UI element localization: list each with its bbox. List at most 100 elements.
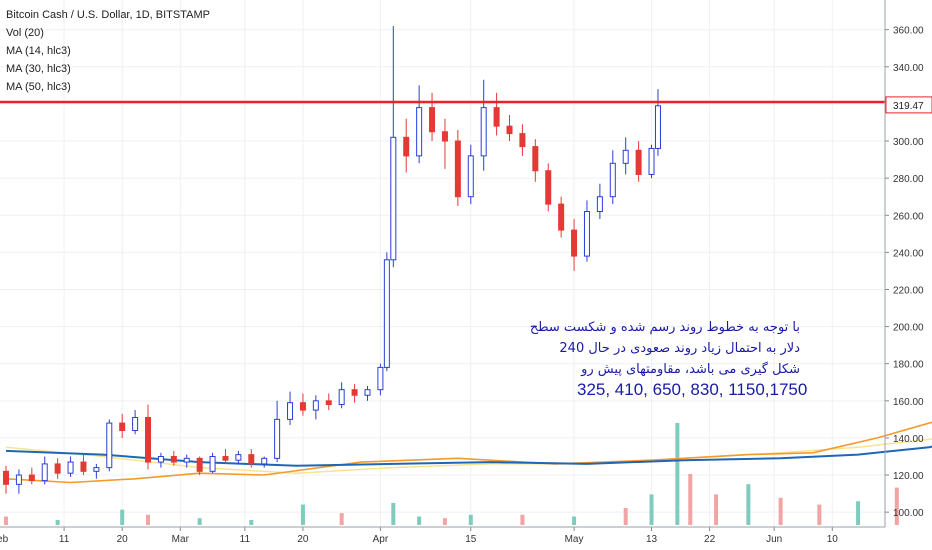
annotation-line-1: با توجه به خطوط روند رسم شده و شکست سطح xyxy=(529,320,800,335)
x-tick-label: 13 xyxy=(646,534,658,545)
candle-body xyxy=(429,107,436,133)
candle-body xyxy=(3,470,9,485)
candle-body xyxy=(467,155,474,198)
legend: Bitcoin Cash / U.S. Dollar, 1D, BITSTAMP… xyxy=(6,6,210,96)
volume-bar xyxy=(856,501,861,525)
y-tick-label: 180.00 xyxy=(893,360,924,371)
candle-body xyxy=(132,417,139,432)
candle-body xyxy=(416,107,423,157)
volume-bar xyxy=(391,502,396,525)
candle-body xyxy=(41,463,48,482)
candle-body xyxy=(532,146,539,172)
legend-vol: Vol (20) xyxy=(6,27,44,39)
candle-body xyxy=(145,417,152,463)
y-tick-label: 220.00 xyxy=(893,285,924,296)
x-tick-label: 20 xyxy=(117,534,129,545)
candle-body xyxy=(635,149,642,175)
volume-bar xyxy=(520,514,525,525)
x-tick-label: 11 xyxy=(240,534,251,545)
candle-body xyxy=(54,463,61,474)
volume-bar xyxy=(442,518,447,525)
candle-body xyxy=(235,454,242,461)
drawings xyxy=(0,100,885,104)
y-tick-label: 360.00 xyxy=(893,26,924,37)
candle-body xyxy=(364,389,371,396)
candle-body xyxy=(493,107,500,127)
x-tick-label: May xyxy=(565,534,584,545)
x-tick-label: Jun xyxy=(766,534,782,545)
volume-bar xyxy=(4,516,8,525)
candle-body xyxy=(441,131,448,142)
y-tick-label: 200.00 xyxy=(893,323,924,334)
candle-body xyxy=(248,454,255,465)
ma50-line xyxy=(5,445,932,467)
x-tick-label: 10 xyxy=(827,534,839,545)
x-tick-label: 15 xyxy=(465,534,477,545)
volume-bar xyxy=(55,519,60,525)
volume-bar xyxy=(249,519,254,525)
x-tick-label: 20 xyxy=(297,534,309,545)
chart-title: Bitcoin Cash / U.S. Dollar, 1D, BITSTAMP xyxy=(6,9,210,21)
candle-body xyxy=(390,136,397,261)
candle-body xyxy=(170,455,177,463)
y-tick-label: 280.00 xyxy=(893,174,924,185)
candle-body xyxy=(596,196,603,213)
volume-bar xyxy=(688,474,693,525)
volume-bar xyxy=(339,513,344,525)
volume-bar xyxy=(778,497,783,525)
candle-body xyxy=(15,474,22,485)
candle-body xyxy=(93,467,100,472)
candle-body xyxy=(28,474,35,482)
candle-body xyxy=(80,461,87,472)
x-tick-label: Feb xyxy=(0,534,9,545)
volume-bar xyxy=(746,484,751,525)
candle-body xyxy=(454,140,461,198)
y-tick-label: 260.00 xyxy=(893,211,924,222)
candle-body xyxy=(196,457,203,472)
candle-body xyxy=(157,455,164,463)
y-tick-label: 340.00 xyxy=(893,63,924,74)
candle-body xyxy=(119,422,126,432)
y-tick-label: 160.00 xyxy=(893,397,924,408)
candle-body xyxy=(571,229,578,257)
candle-body xyxy=(261,457,268,465)
candle-body xyxy=(583,211,590,257)
candle-body xyxy=(622,149,629,164)
candle-body xyxy=(558,203,565,231)
candle-body xyxy=(506,125,513,135)
volume-bar xyxy=(894,487,899,525)
volume-bar xyxy=(120,509,125,525)
volume-bar xyxy=(146,514,151,525)
legend-ma30: MA (30, hlc3) xyxy=(6,63,71,75)
volume-bar xyxy=(197,518,202,525)
annotation-resistances: 325, 410, 650, 830, 1150,1750 xyxy=(577,380,808,399)
candle-body xyxy=(312,400,319,411)
volume-bars xyxy=(4,423,899,525)
candles xyxy=(3,25,661,494)
x-tick-label: 22 xyxy=(704,534,716,545)
candle-body xyxy=(377,366,384,391)
candle-body xyxy=(654,105,661,149)
volume-bar xyxy=(572,516,577,525)
candle-body xyxy=(299,402,306,411)
annotation-line-2: دلار به احتمال زیاد روند صعودی در حال 24… xyxy=(559,341,800,356)
y-tick-label: 240.00 xyxy=(893,248,924,259)
candle-body xyxy=(383,259,390,368)
x-tick-label: Apr xyxy=(373,534,389,545)
candle-body xyxy=(106,422,113,469)
x-tick-label: Mar xyxy=(172,534,190,545)
volume-bar xyxy=(417,516,422,525)
candle-body xyxy=(519,133,526,148)
candle-body xyxy=(648,147,655,175)
price-label-box xyxy=(885,96,932,114)
price-label: 319.47 xyxy=(893,101,924,112)
volume-bar xyxy=(817,504,822,525)
candle-body xyxy=(403,136,410,157)
volume-bar xyxy=(714,494,719,525)
ma14-line xyxy=(5,421,932,484)
candle-body xyxy=(480,107,487,157)
y-tick-label: 140.00 xyxy=(893,434,924,445)
candle-body xyxy=(274,418,281,459)
y-tick-label: 300.00 xyxy=(893,137,924,148)
x-tick-label: 11 xyxy=(59,534,70,545)
